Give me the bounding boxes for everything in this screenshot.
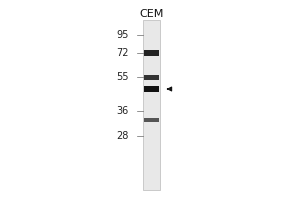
- Text: CEM: CEM: [139, 9, 164, 19]
- Text: 36: 36: [117, 106, 129, 116]
- Bar: [144, 118, 159, 122]
- Bar: [144, 86, 159, 92]
- Text: 55: 55: [116, 72, 129, 82]
- Bar: [144, 50, 159, 56]
- Text: 72: 72: [116, 48, 129, 58]
- Bar: [144, 74, 159, 79]
- Text: 95: 95: [117, 30, 129, 40]
- Text: 28: 28: [117, 131, 129, 141]
- Bar: [143, 20, 160, 190]
